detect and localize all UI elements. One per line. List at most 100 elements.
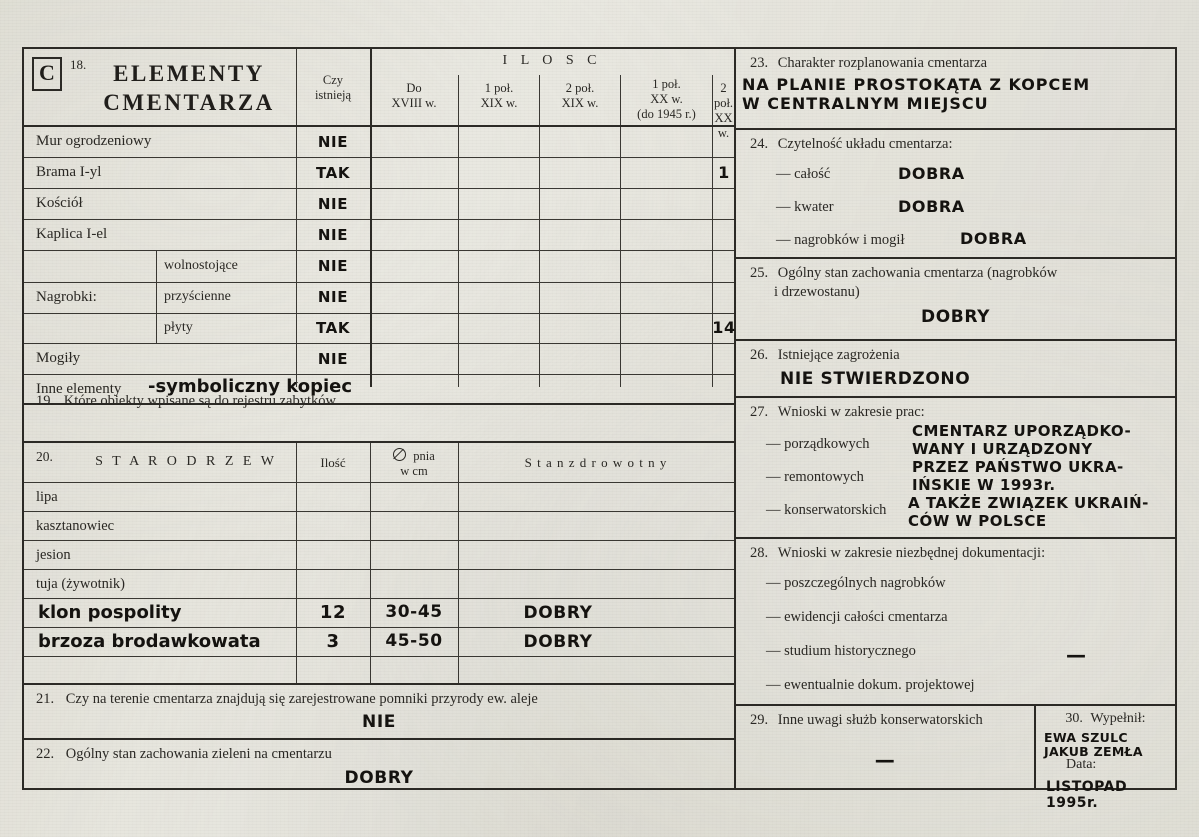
block-18-title-line1: ELEMENTY [113, 61, 265, 86]
section-29-30: 29. Inne uwagi służb konserwatorskich — … [736, 706, 1175, 811]
col-header-until-18c: Do XVIII w. [391, 81, 437, 110]
other-elements-label: Inne elementy [36, 381, 122, 397]
section-23-value: NA PLANIE PROSTOKĄTA Z KOPCEM W CENTRALN… [742, 75, 1090, 113]
nagrobki-label: Nagrobki: [36, 289, 97, 305]
section-20: 20. S T A R O D R Z E W Ilość pnia w cm … [24, 443, 734, 685]
row-qty-2h20c: 14 [712, 318, 736, 337]
section-28: 28. Wnioski w zakresie niezbędnej dokume… [736, 539, 1175, 706]
section-27-label: Wnioski w zakresie prac: [777, 404, 925, 420]
section-28-label: Wnioski w zakresie niezbędnej dokumentac… [777, 545, 1046, 561]
divider [458, 127, 459, 387]
col-header-1h-20c: 1 poł. XX w. (do 1945 r.) [620, 75, 712, 125]
item-label: — kwater [776, 199, 834, 215]
list-item: — studium historycznego [766, 643, 916, 659]
list-item: — konserwatorskich [766, 502, 887, 518]
tree-count: 12 [319, 602, 347, 623]
tree-diameter: 30-45 [385, 602, 443, 622]
row-sublabel: wolnostojące [164, 258, 238, 273]
section-20-title: S T A R O D R Z E W [95, 454, 277, 469]
section-21-value: NIE [362, 712, 396, 732]
section-30-date-value: LISTOPAD 1995r. [1046, 779, 1128, 811]
col-header-1h-19c: 1 poł. XIX w. [458, 75, 539, 125]
table-row: wolnostojące NIE [24, 251, 734, 283]
section-29: 29. Inne uwagi służb konserwatorskich — [736, 706, 1036, 788]
section-20-number: 20. [36, 449, 53, 464]
list-item: — poszczególnych nagrobków [766, 575, 946, 591]
table-row: przyścienne NIE [24, 282, 734, 314]
row-exists-value: NIE [317, 195, 349, 213]
section-27-value: CMENTARZ UPORZĄDKO- WANY I URZĄDZONY PRZ… [908, 422, 1149, 530]
section-22-heading: 22. Ogólny stan zachowania zieleni na cm… [36, 746, 332, 763]
item-value: DOBRA [898, 197, 965, 216]
section-30-date-label: Data: [1066, 757, 1097, 772]
section-24-items: — całość DOBRA — kwater DOBRA — nagrobkó… [736, 164, 1175, 263]
section-22-number: 22. [36, 746, 55, 762]
section-30-number: 30. [1065, 711, 1083, 726]
col-header-count: Ilość [320, 455, 346, 470]
row-exists-value: NIE [317, 288, 349, 306]
section-26-heading: 26. Istniejące zagrożenia [750, 347, 900, 364]
section-30: 30. Wypełnił: EWA SZULC JAKUB ZEMŁA Data… [1036, 706, 1175, 811]
col-group-header-quantity: I L O S C [502, 53, 602, 68]
row-sublabel: płyty [164, 320, 193, 335]
diameter-icon [393, 448, 407, 461]
divider [712, 127, 713, 387]
col-header-exists-line1: Czy [322, 73, 344, 87]
row-label: Mogiły [36, 350, 81, 366]
divider [370, 49, 372, 125]
section-27-value-line4: IŃSKIE W 1993r. [912, 476, 1056, 494]
list-item: — ewidencji całości cmentarza [766, 609, 948, 625]
table-row: Brama I-yl TAK 1 [24, 158, 734, 189]
table-row: Kaplica I-el NIE [24, 220, 734, 251]
tree-row: klon pospolity 12 30-45 DOBRY [24, 599, 734, 628]
row-sublabel: przyścienne [164, 289, 231, 304]
list-item: — porządkowych [766, 436, 870, 452]
row-exists-value: NIE [317, 226, 349, 244]
table-row: Mur ogrodzeniowy NIE [24, 127, 734, 158]
tree-count: 3 [326, 631, 340, 652]
tree-name: jesion [36, 547, 71, 563]
section-24: 24. Czytelność układu cmentarza: — całoś… [736, 130, 1175, 259]
block-18-number: 18. [70, 57, 87, 72]
col-header-exists: Czy istnieją [296, 73, 370, 103]
section-27-value-line6: CÓW W POLSCE [908, 512, 1047, 530]
section-30-name1: EWA SZULC [1044, 730, 1128, 745]
section-29-value: — [874, 748, 896, 772]
section-25-value: DOBRY [921, 307, 990, 327]
divider [539, 127, 540, 387]
col-header-health: S t a n z d r o w o t n y [524, 455, 668, 470]
section-25-label-line2: i drzewostanu) [774, 284, 860, 300]
section-27-items: — porządkowych — remontowych — konserwat… [736, 436, 886, 535]
tree-name: klon pospolity [38, 602, 182, 623]
tree-row: jesion [24, 541, 734, 570]
section-25: 25. Ogólny stan zachowania cmentarza (na… [736, 259, 1175, 341]
tree-row: kasztanowiec [24, 512, 734, 541]
section-25-label-line1: Ogólny stan zachowania cmentarza (nagrob… [777, 265, 1058, 281]
section-27-number: 27. [750, 404, 769, 420]
divider [370, 127, 372, 387]
section-22-value: DOBRY [344, 768, 414, 788]
section-21-label: Czy na terenie cmentarza znajdują się za… [65, 691, 538, 707]
divider [620, 127, 621, 387]
tree-name: brzoza brodawkowata [38, 631, 261, 652]
section-29-label: Inne uwagi służb konserwatorskich [777, 712, 983, 728]
nagrobki-group: Nagrobki: wolnostojące NIE przyścienne N… [24, 251, 736, 344]
item-value: DOBRA [960, 229, 1027, 248]
section-27: 27. Wnioski w zakresie prac: — porządkow… [736, 398, 1175, 539]
list-item: — całość DOBRA [736, 164, 1175, 197]
section-25-heading: 25. Ogólny stan zachowania cmentarza (na… [750, 265, 1057, 282]
section-19: 19. Które obiekty wpisane są do rejestru… [24, 387, 734, 443]
tree-row [24, 657, 734, 686]
list-item: — ewentualnie dokum. projektowej [766, 677, 975, 693]
section-26-number: 26. [750, 347, 769, 363]
section-27-value-line1: CMENTARZ UPORZĄDKO- [912, 422, 1132, 440]
section-28-items: — poszczególnych nagrobków — ewidencji c… [736, 575, 975, 711]
row-qty-2h20c: 1 [718, 163, 730, 182]
section-25-number: 25. [750, 265, 769, 281]
list-item: — remontowych [766, 469, 864, 485]
row-exists-value: NIE [317, 350, 349, 368]
section-20-header: 20. S T A R O D R Z E W Ilość pnia w cm … [24, 443, 734, 483]
divider [458, 443, 459, 683]
section-21-number: 21. [36, 691, 55, 707]
section-24-label: Czytelność układu cmentarza: [777, 136, 953, 152]
